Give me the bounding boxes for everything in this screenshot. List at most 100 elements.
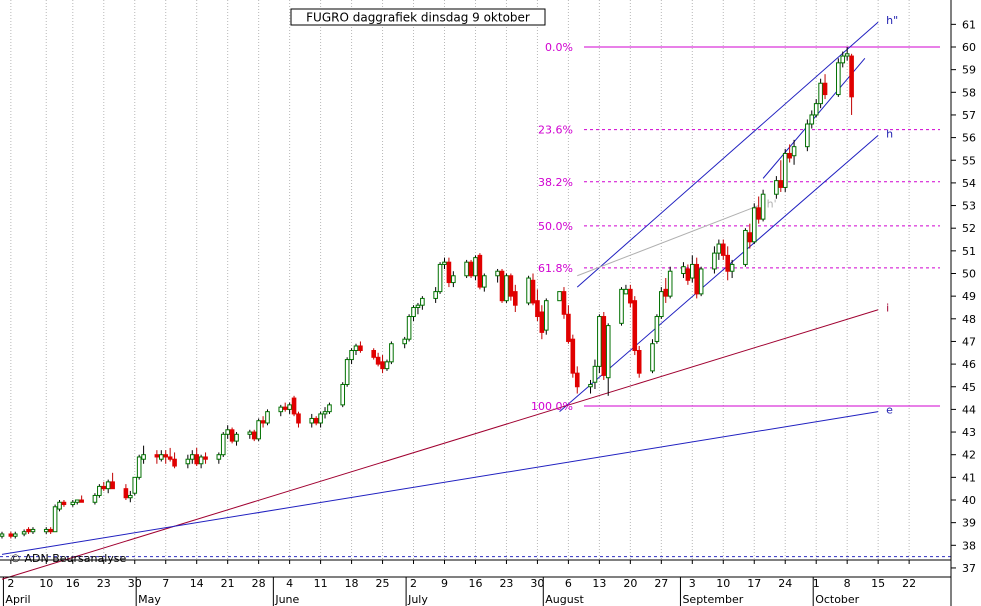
candle	[751, 203, 757, 245]
x-tick-label: 14	[190, 577, 204, 590]
candle	[650, 339, 655, 374]
candle	[234, 432, 239, 446]
candle-body	[760, 193, 766, 220]
candle-body	[128, 494, 133, 499]
x-tick-label: 8	[844, 577, 851, 590]
candle-body	[92, 494, 98, 503]
y-tick-label: 38	[962, 539, 976, 552]
candle-body	[468, 261, 474, 277]
candle-body	[0, 533, 5, 537]
candle	[229, 427, 235, 444]
candle-body	[743, 229, 748, 265]
candle-body	[340, 383, 346, 406]
x-tick-label: 22	[902, 577, 916, 590]
candle-body	[172, 458, 177, 467]
candle	[681, 262, 686, 279]
candle-body	[216, 454, 222, 460]
candle	[185, 454, 191, 469]
y-tick-label: 37	[962, 562, 976, 575]
x-tick-label: 28	[252, 577, 266, 590]
candles	[0, 47, 854, 539]
candle-body	[729, 263, 735, 272]
candle	[694, 257, 700, 299]
candle	[420, 296, 425, 310]
candle	[92, 493, 98, 505]
candle	[353, 343, 359, 356]
candle-body	[105, 481, 111, 490]
candle	[526, 275, 531, 306]
candle	[12, 531, 18, 539]
candle-body	[265, 411, 270, 424]
candle-body	[778, 180, 784, 188]
chart-labels: 2 10 16 23 30 7 14 21 28 4 11 18 25 2 9 16 23 30 6 13 20 27 3 1…	[5, 14, 976, 606]
x-tick-label: 16	[468, 577, 482, 590]
candle	[74, 499, 80, 505]
candle	[296, 411, 301, 428]
month-label: October	[815, 593, 859, 606]
candle	[21, 529, 27, 537]
candle-body	[322, 411, 328, 415]
candle	[136, 454, 142, 480]
candle	[380, 355, 385, 374]
candle	[822, 74, 828, 100]
candle-body	[74, 499, 80, 503]
candle	[167, 447, 173, 462]
trend-line	[1, 309, 879, 580]
x-tick-label: 23	[499, 577, 513, 590]
candle	[313, 416, 319, 426]
candle-body	[725, 254, 731, 272]
x-tick-label: 27	[654, 577, 668, 590]
candle-body	[349, 350, 354, 361]
candle	[43, 527, 49, 534]
candle-body	[809, 114, 815, 125]
candle	[141, 445, 146, 464]
y-tick-label: 60	[962, 41, 976, 54]
candle-body	[698, 268, 704, 295]
candle	[535, 289, 540, 322]
trend-line-label: h	[886, 127, 893, 140]
candle	[849, 53, 854, 115]
candle	[597, 314, 602, 374]
candle	[256, 418, 261, 442]
copyright-label: © ADN Beursanalyse	[10, 552, 127, 565]
candle	[287, 402, 292, 414]
candle	[791, 139, 797, 165]
month-label: May	[138, 593, 161, 606]
candle-body	[318, 413, 323, 424]
candle-body	[782, 152, 788, 188]
candle	[557, 291, 562, 302]
candle	[437, 262, 443, 294]
candle	[813, 99, 819, 118]
candle	[260, 416, 266, 428]
candle-body	[477, 254, 483, 288]
candle	[756, 196, 761, 224]
candle	[720, 239, 726, 260]
candle-body	[282, 406, 288, 410]
x-tick-label: 2	[7, 577, 14, 590]
candle	[725, 246, 731, 281]
candle	[747, 223, 753, 249]
y-tick-label: 57	[962, 109, 976, 122]
candle	[774, 176, 779, 199]
candle	[411, 305, 416, 322]
candle-body	[543, 300, 549, 331]
candle	[327, 402, 332, 414]
candle-body	[313, 417, 319, 424]
candle-body	[495, 270, 500, 277]
candle	[632, 296, 638, 356]
candle	[464, 259, 469, 279]
candle	[26, 527, 31, 534]
candle	[48, 527, 53, 534]
candle	[667, 266, 673, 299]
candle-body	[433, 291, 438, 299]
candle-body	[21, 531, 27, 535]
candle-body	[451, 275, 456, 284]
candle	[468, 259, 474, 279]
candle-body	[654, 316, 660, 342]
y-tick-label: 53	[962, 200, 976, 213]
x-tick-label: 30	[530, 577, 544, 590]
candle	[291, 395, 297, 417]
candle-body	[840, 55, 846, 64]
candle	[384, 359, 390, 371]
